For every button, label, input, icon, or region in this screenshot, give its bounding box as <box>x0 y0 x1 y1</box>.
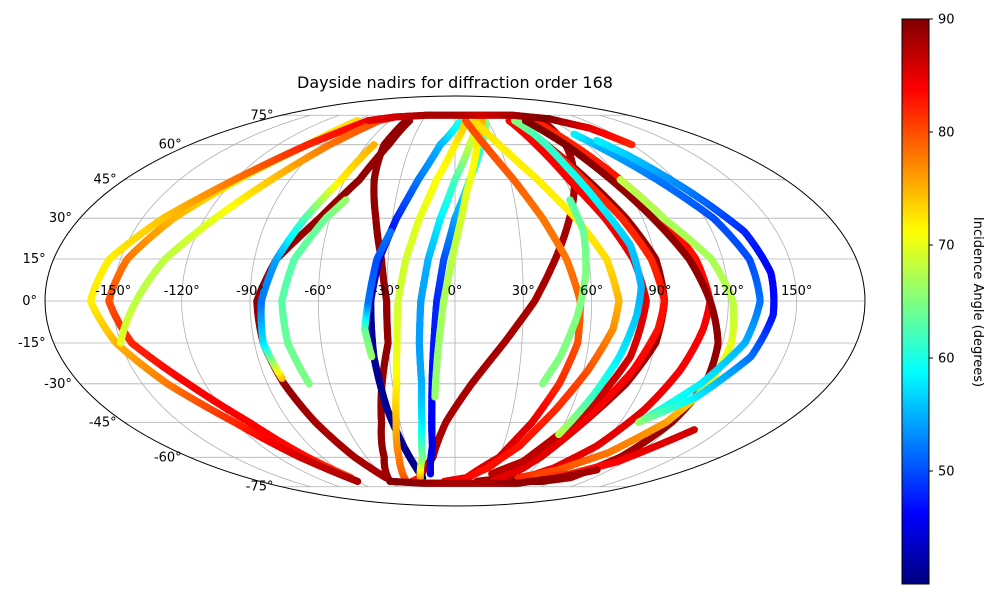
graticule-grid <box>45 114 865 488</box>
meridian-line <box>570 114 729 488</box>
chart-title: Dayside nadirs for diffraction order 168 <box>297 73 613 92</box>
data-points <box>86 111 778 487</box>
nadir-point <box>342 196 350 204</box>
nadir-point <box>387 228 395 236</box>
meridian-line <box>181 114 340 488</box>
meridian-line <box>599 114 798 488</box>
meridian-line <box>249 114 369 488</box>
nadir-point <box>370 141 378 149</box>
meridian-line <box>112 114 311 488</box>
